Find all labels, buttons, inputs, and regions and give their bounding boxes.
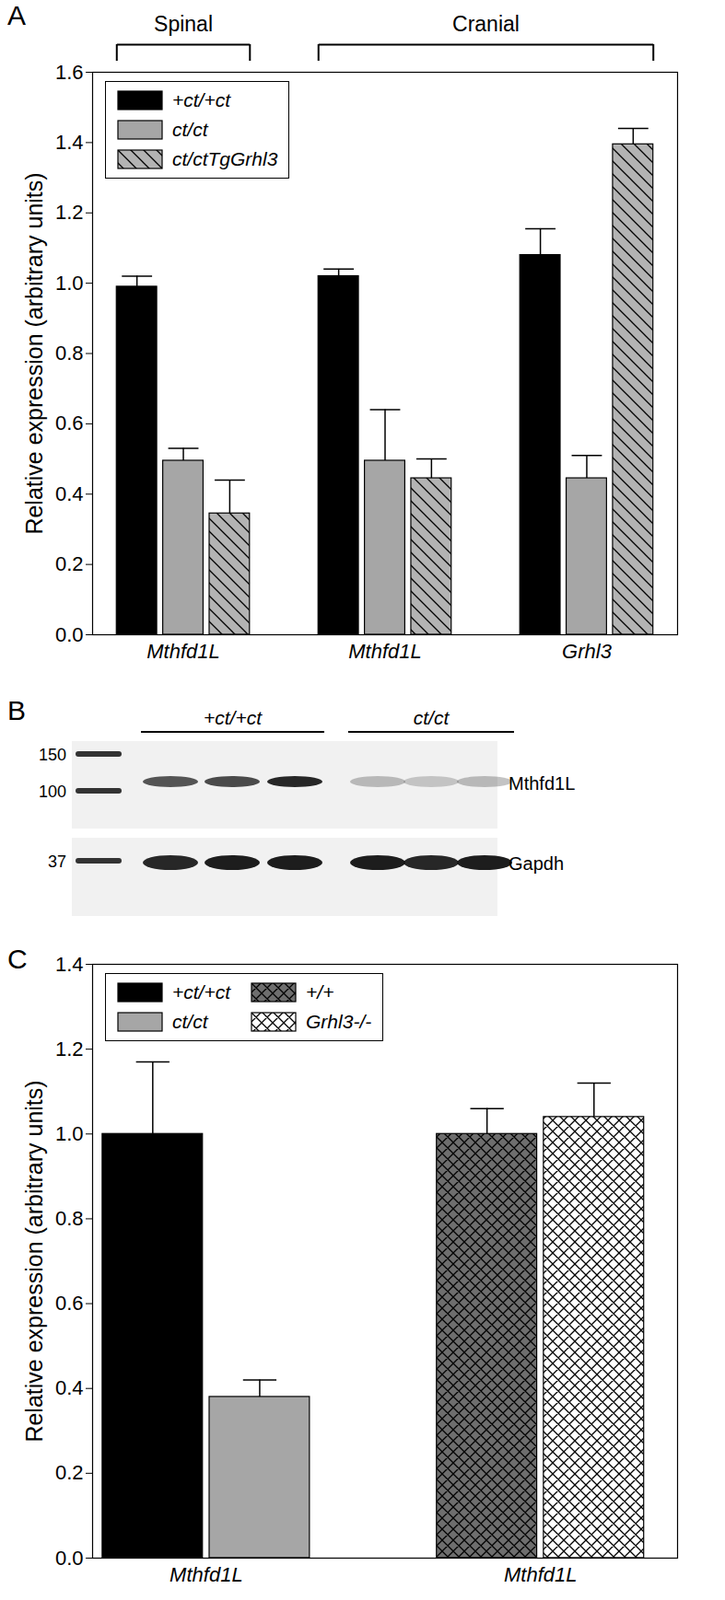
svg-text:0.6: 0.6 (55, 1292, 84, 1316)
svg-text:Mthfd1L: Mthfd1L (503, 1564, 578, 1588)
html-text:C: C (7, 944, 28, 975)
html-text:ct/ct: ct/ct (172, 1011, 208, 1033)
svg-text:1.6: 1.6 (55, 60, 84, 84)
svg-text:1.4: 1.4 (55, 130, 84, 154)
svg-text:0.8: 0.8 (55, 1207, 84, 1231)
svg-text:1.0: 1.0 (55, 271, 84, 295)
svg-text:0.6: 0.6 (55, 411, 84, 435)
html-text:B: B (7, 695, 26, 726)
html-text:+ct/+ct: +ct/+ct (172, 89, 231, 111)
html-text:ct/ct: ct/ct (172, 118, 208, 141)
svg-text:150: 150 (38, 746, 67, 765)
html-text:A: A (7, 0, 26, 31)
svg-text:Mthfd1L: Mthfd1L (508, 773, 575, 795)
svg-text:0.4: 0.4 (55, 482, 84, 506)
svg-text:Spinal: Spinal (153, 11, 213, 36)
svg-text:+ct/+ct: +ct/+ct (203, 707, 263, 729)
svg-text:Mthfd1L: Mthfd1L (146, 640, 221, 664)
svg-text:ct/ct: ct/ct (413, 707, 451, 729)
svg-text:0.8: 0.8 (55, 341, 84, 365)
svg-text:Mthfd1L: Mthfd1L (169, 1564, 244, 1588)
svg-text:0.0: 0.0 (55, 623, 84, 647)
svg-text:37: 37 (47, 853, 67, 872)
svg-text:100: 100 (38, 783, 67, 802)
svg-text:0.4: 0.4 (55, 1377, 84, 1401)
svg-text:1.2: 1.2 (55, 1038, 84, 1062)
svg-text:Relative expression (arbitrary: Relative expression (arbitrary units) (21, 1080, 47, 1443)
html-text:+ct/+ct: +ct/+ct (172, 982, 231, 1004)
svg-text:1.2: 1.2 (55, 200, 84, 224)
svg-text:Relative expression (arbitrary: Relative expression (arbitrary units) (21, 172, 47, 535)
svg-text:Cranial: Cranial (452, 11, 520, 36)
svg-text:Mthfd1L: Mthfd1L (348, 640, 422, 664)
svg-text:0.2: 0.2 (55, 1461, 84, 1486)
html-text:ct/ctTgGrhl3: ct/ctTgGrhl3 (172, 148, 278, 170)
html-text:Grhl3-/-: Grhl3-/- (305, 1011, 372, 1033)
svg-text:0.2: 0.2 (55, 552, 84, 576)
svg-text:Grhl3: Grhl3 (561, 640, 613, 664)
svg-text:1.4: 1.4 (55, 953, 84, 977)
svg-text:Gapdh: Gapdh (508, 853, 564, 875)
svg-text:1.0: 1.0 (55, 1122, 84, 1146)
svg-text:0.0: 0.0 (55, 1547, 84, 1571)
